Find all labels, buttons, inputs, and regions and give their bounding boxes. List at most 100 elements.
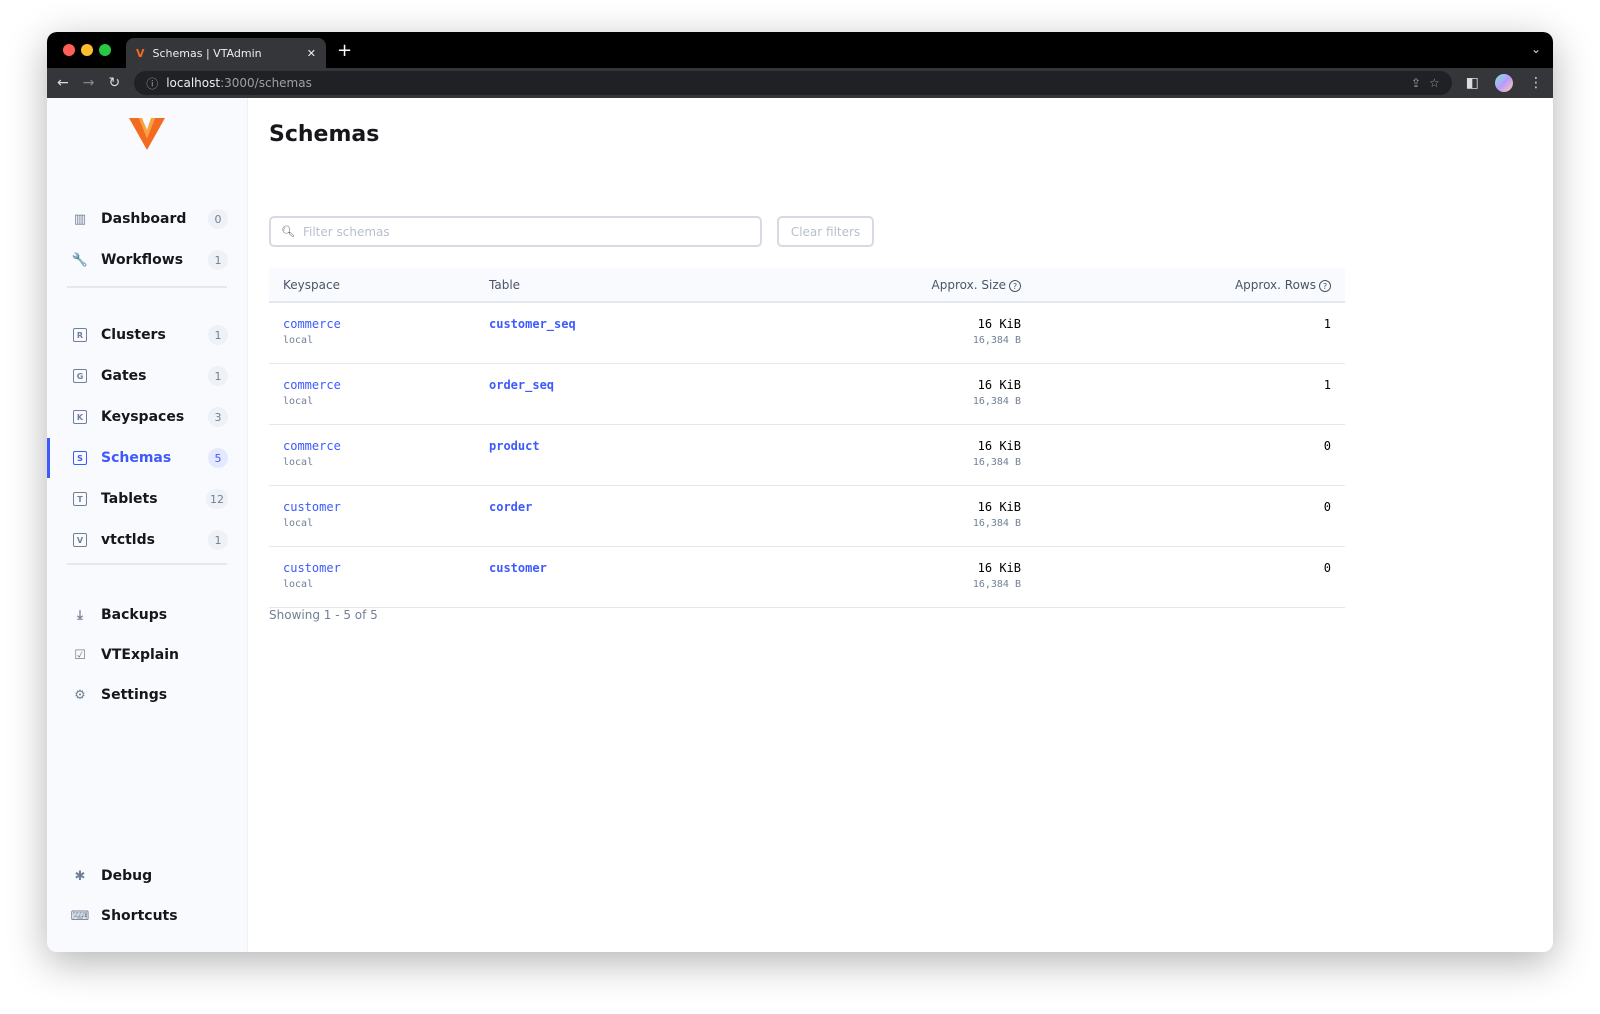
keyspace-link[interactable]: commerce — [283, 438, 341, 453]
sidebar-item-label: Shortcuts — [101, 908, 178, 924]
count-badge: 1 — [208, 530, 228, 550]
sidebar-item-label: Gates — [101, 368, 147, 384]
approx-rows: 0 — [1035, 546, 1345, 608]
sidebar-item-label: Backups — [101, 607, 168, 623]
keyspace-link[interactable]: customer — [283, 560, 341, 575]
page-title: Schemas — [269, 122, 380, 147]
download-icon: ⤓ — [77, 607, 83, 623]
wrench-icon: 🔧 — [71, 252, 89, 268]
schemas-table: Keyspace Table Approx. Size? Approx. Row… — [269, 268, 1345, 608]
new-tab-button[interactable]: + — [337, 40, 353, 61]
minimize-window-button[interactable] — [81, 44, 93, 56]
approx-bytes: 16,384 B — [972, 395, 1021, 407]
approx-bytes: 16,384 B — [972, 578, 1021, 590]
side-panel-icon[interactable]: ◧ — [1465, 75, 1479, 91]
sidebar-item-schemas[interactable]: S Schemas 5 — [47, 438, 248, 478]
filter-input[interactable] — [302, 224, 760, 239]
sidebar-item-backups[interactable]: ⤓ Backups — [47, 598, 248, 632]
cluster-label: local — [283, 456, 314, 468]
sidebar-item-settings[interactable]: ⚙ Settings — [47, 678, 248, 712]
approx-size: 16 KiB — [977, 438, 1021, 453]
back-icon[interactable]: ← — [57, 75, 69, 91]
filter-schemas-input[interactable]: 🔍︎ — [269, 216, 762, 247]
sidebar-item-clusters[interactable]: R Clusters 1 — [47, 318, 248, 352]
table-link[interactable]: customer_seq — [489, 317, 576, 331]
profile-avatar[interactable] — [1495, 74, 1513, 92]
count-badge: 1 — [208, 366, 228, 386]
table-link[interactable]: corder — [489, 499, 533, 514]
forward-icon[interactable]: → — [82, 75, 95, 91]
sidebar-item-tablets[interactable]: T Tablets 12 — [47, 482, 248, 516]
approx-rows: 1 — [1035, 363, 1345, 425]
approx-size: 16 KiB — [977, 560, 1021, 575]
sidebar-item-label: Schemas — [101, 450, 172, 466]
table-link[interactable]: customer — [489, 560, 547, 575]
gear-icon: ⚙ — [74, 687, 86, 703]
share-icon[interactable]: ⇪ — [1410, 76, 1421, 90]
sidebar-item-gates[interactable]: G Gates 1 — [47, 359, 248, 393]
toolbar: ← → ↻ ⓘ localhost:3000/schemas ⇪ ☆ ◧ ⋮ — [47, 68, 1553, 98]
vitess-favicon-icon: V — [136, 46, 145, 60]
sidebar-item-label: Debug — [101, 868, 153, 884]
sidebar-item-label: Keyspaces — [101, 409, 185, 425]
keyboard-icon: ⌨ — [70, 908, 90, 924]
sidebar-divider — [67, 286, 227, 288]
approx-bytes: 16,384 B — [972, 517, 1021, 529]
chart-icon: ▥ — [73, 211, 87, 227]
sidebar-item-keyspaces[interactable]: K Keyspaces 3 — [47, 400, 248, 434]
keyspace-icon: K — [73, 410, 87, 424]
close-tab-icon[interactable]: ✕ — [306, 46, 316, 60]
table-row: commerce local customer_seq 16 KiB 16,384 … — [269, 302, 1345, 364]
header-keyspace: Keyspace — [269, 268, 475, 303]
table-link[interactable]: order_seq — [489, 377, 555, 392]
sidebar-item-label: Dashboard — [101, 211, 187, 227]
maximize-window-button[interactable] — [99, 44, 111, 56]
sidebar-item-label: VTExplain — [101, 647, 180, 663]
help-icon[interactable]: ? — [1009, 279, 1021, 292]
count-badge: 1 — [208, 325, 228, 345]
sidebar-item-label: Settings — [101, 687, 168, 703]
close-window-button[interactable] — [63, 44, 75, 56]
sidebar-item-label: Workflows — [101, 252, 184, 268]
header-approx-rows: Approx. Rows? — [1035, 268, 1345, 303]
sidebar-item-debug[interactable]: ✱ Debug — [47, 859, 248, 893]
menu-kebab-icon[interactable]: ⋮ — [1529, 75, 1543, 91]
approx-rows: 1 — [1035, 302, 1345, 364]
bookmark-star-icon[interactable]: ☆ — [1429, 76, 1440, 90]
keyspace-link[interactable]: commerce — [283, 377, 341, 392]
search-icon: 🔍︎ — [281, 225, 295, 238]
table-link[interactable]: product — [489, 438, 540, 453]
keyspace-link[interactable]: commerce — [283, 317, 341, 331]
info-icon: ⓘ — [146, 76, 159, 91]
tab-title: Schemas | VTAdmin — [152, 46, 262, 60]
sidebar-item-label: vtctlds — [101, 532, 155, 548]
cluster-icon: R — [73, 328, 87, 342]
keyspace-link[interactable]: customer — [283, 499, 341, 514]
main-content: Schemas 🔍︎ Clear filters Keyspace Table … — [269, 98, 1553, 952]
table-row: customer local corder 16 KiB 16,384 B 0 — [269, 485, 1345, 547]
vtctld-icon: V — [73, 533, 87, 547]
cluster-label: local — [283, 578, 314, 590]
cluster-label: local — [283, 517, 314, 529]
sidebar-item-dashboard[interactable]: ▥ Dashboard 0 — [47, 202, 248, 236]
browser-tab[interactable]: V Schemas | VTAdmin ✕ — [126, 38, 326, 68]
clear-filters-button[interactable]: Clear filters — [777, 216, 874, 247]
help-icon[interactable]: ? — [1319, 279, 1331, 292]
checklist-icon: ☑ — [74, 647, 86, 663]
tab-search-chevron-icon[interactable]: ⌄ — [1530, 42, 1541, 56]
table-row: commerce local order_seq 16 KiB 16,384 B 1 — [269, 363, 1345, 425]
pagination-summary: Showing 1 - 5 of 5 — [269, 608, 378, 622]
reload-icon[interactable]: ↻ — [108, 75, 121, 91]
sidebar-item-vtexplain[interactable]: ☑ VTExplain — [47, 638, 248, 672]
table-row: customer local customer 16 KiB 16,384 B 0 — [269, 546, 1345, 608]
approx-bytes: 16,384 B — [972, 335, 1021, 346]
url-host: localhost — [166, 76, 221, 90]
cluster-label: local — [283, 395, 314, 407]
sidebar-item-workflows[interactable]: 🔧 Workflows 1 — [47, 243, 248, 277]
sidebar-item-label: Tablets — [101, 491, 158, 507]
bug-icon: ✱ — [74, 868, 86, 884]
approx-size: 16 KiB — [977, 377, 1021, 392]
sidebar-item-shortcuts[interactable]: ⌨ Shortcuts — [47, 899, 248, 933]
address-bar[interactable]: ⓘ localhost:3000/schemas ⇪ ☆ — [134, 71, 1452, 95]
